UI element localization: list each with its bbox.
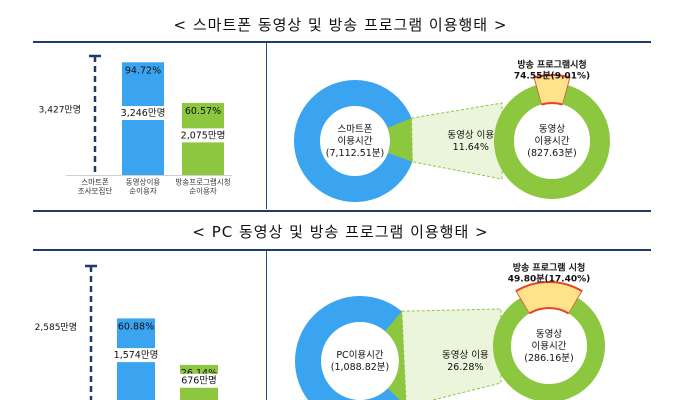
donut-link-label: 동영상 이용 26.28% xyxy=(442,350,489,373)
donut-video-label: 동영상 이용시간 (286.16분) xyxy=(524,329,573,364)
donut-link xyxy=(411,102,503,180)
bar-category-label: 스마트폰 조사모집단 xyxy=(78,178,113,196)
bar-value-label: 3,246만명 xyxy=(121,108,166,119)
section-title-pc: < PC 동영상 및 방송 프로그램 이용행태 > xyxy=(192,223,489,241)
bar-value-band xyxy=(179,373,219,388)
donut-link xyxy=(401,308,502,400)
section-rule xyxy=(33,249,651,251)
bar-category-label: 동영상이용 순이용자 xyxy=(126,177,161,196)
population-label: 3,427만명 xyxy=(39,104,81,115)
donut-broadcast-slice xyxy=(517,283,581,313)
bar-pct-label: 26.14% xyxy=(181,367,217,378)
section-title-smartphone: < 스마트폰 동영상 및 방송 프로그램 이용행태 > xyxy=(173,16,508,34)
donut-broadcast-callout: 방송 프로그램 시청 49.80분(17.40%) xyxy=(508,261,590,284)
section-divider xyxy=(266,251,267,400)
bar-category-label: 방송프로그램시청 순이용자 xyxy=(175,177,230,196)
donut-video-slice xyxy=(387,118,416,162)
donut-total-label: 스마트폰 이용시간 (7,112.51분) xyxy=(326,124,384,159)
bar-value-band xyxy=(116,348,156,363)
section-divider xyxy=(266,43,267,209)
bar-pct-label: 60.88% xyxy=(118,321,154,332)
section-rule xyxy=(33,210,651,212)
donut-video-label: 동영상 이용시간 (827.63분) xyxy=(527,124,576,159)
donut-broadcast-slice xyxy=(534,76,570,104)
bar-pct-label: 60.57% xyxy=(185,105,221,116)
bar-value-band xyxy=(121,106,165,121)
donut-broadcast-callout: 방송 프로그램시청 74.55분(9.01%) xyxy=(514,58,590,81)
bar-value-label: 2,075만명 xyxy=(181,130,226,141)
population-label: 2,585만명 xyxy=(35,322,77,333)
bar-pct-label: 94.72% xyxy=(125,65,161,76)
bar-value-label: 676만명 xyxy=(181,375,217,386)
donut-total-label: PC이용시간 (1,088.82분) xyxy=(331,350,389,373)
donut-link-label: 동영상 이용 11.64% xyxy=(447,130,494,153)
section-rule xyxy=(33,41,651,43)
bar-value-label: 1,574만명 xyxy=(114,350,159,361)
bar-value-band xyxy=(181,128,225,143)
